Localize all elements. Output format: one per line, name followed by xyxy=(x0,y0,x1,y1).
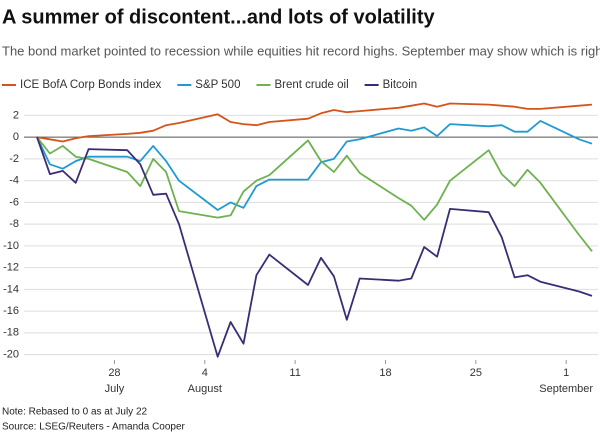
y-tick-label: -2 xyxy=(9,153,19,165)
x-month-label: July xyxy=(105,383,125,395)
y-tick-label: -6 xyxy=(9,196,19,208)
legend-label: Bitcoin xyxy=(383,79,418,91)
x-tick-label: 4 xyxy=(202,367,208,379)
chart-subtitle: The bond market pointed to recession whi… xyxy=(2,43,600,58)
series-line xyxy=(36,102,593,143)
x-tick-label: 11 xyxy=(289,367,300,379)
x-month-label: August xyxy=(188,383,222,395)
legend-label: S&P 500 xyxy=(195,79,240,91)
y-tick-label: 0 xyxy=(13,131,19,143)
y-tick-label: -12 xyxy=(3,262,19,274)
y-tick-label: -16 xyxy=(3,305,19,317)
legend-label: Brent crude oil xyxy=(274,79,348,91)
y-tick-label: -18 xyxy=(3,327,19,339)
y-tick-label: -8 xyxy=(9,218,19,230)
x-tick-label: 1 xyxy=(563,367,569,379)
x-tick-label: 18 xyxy=(379,367,391,379)
chart-title: A summer of discontent...and lots of vol… xyxy=(2,6,436,28)
x-tick-label: 25 xyxy=(470,367,482,379)
source: Source: LSEG/Reuters - Amanda Cooper xyxy=(2,422,186,433)
series-line xyxy=(36,136,593,358)
y-tick-label: -4 xyxy=(9,175,19,187)
series-line xyxy=(36,136,593,252)
y-tick-label: -14 xyxy=(3,283,19,295)
y-tick-label: -20 xyxy=(3,348,19,360)
legend-label: ICE BofA Corp Bonds index xyxy=(20,79,162,91)
note: Note: Rebased to 0 as at July 22 xyxy=(2,407,148,418)
x-month-label: September xyxy=(539,383,593,395)
x-tick-label: 28 xyxy=(108,367,120,379)
series-line xyxy=(36,120,593,211)
y-tick-label: -10 xyxy=(3,240,19,252)
y-tick-label: 2 xyxy=(13,109,19,121)
